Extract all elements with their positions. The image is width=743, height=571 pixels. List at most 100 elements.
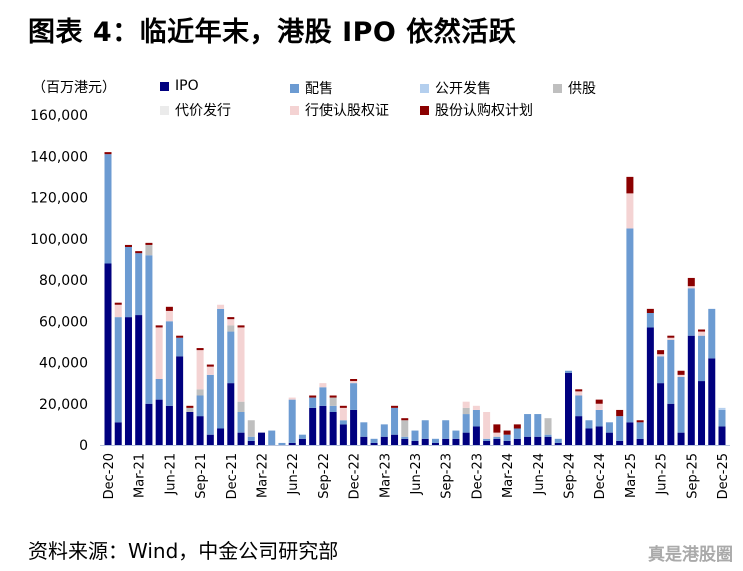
bar-segment <box>288 397 296 400</box>
y-tick-label: 120,000 <box>30 191 88 207</box>
bar-segment <box>575 395 583 417</box>
bar-segment <box>339 420 347 425</box>
x-tick-label: Mar-22 <box>256 453 271 498</box>
bar-segment <box>237 401 245 412</box>
bar-segment <box>155 399 163 445</box>
bar-segment <box>718 426 726 445</box>
x-tick-label: Jun-24 <box>532 453 547 496</box>
bar-segment <box>667 335 675 338</box>
bar-segment <box>677 374 685 377</box>
bar-segment <box>339 424 347 445</box>
bar-segment <box>677 432 685 445</box>
bar-segment <box>350 383 358 410</box>
legend-label: 供股 <box>568 81 596 97</box>
bar-segment <box>319 383 327 388</box>
bar-segment <box>534 414 542 437</box>
bar-segment <box>452 438 460 445</box>
bar-segment <box>104 152 112 155</box>
bar-segment <box>155 327 163 379</box>
bar-segment <box>124 317 132 445</box>
x-tick-label: Dec-20 <box>102 453 117 499</box>
bar-segment <box>196 389 204 396</box>
bar-segment <box>667 339 675 404</box>
bar-segment <box>247 420 255 437</box>
x-tick-label: Sep-21 <box>194 453 209 499</box>
bar-segment <box>595 399 603 404</box>
bar-segment <box>329 395 337 398</box>
bar-segment <box>298 438 306 445</box>
bar-segment <box>401 418 409 421</box>
bar-segment <box>288 399 296 443</box>
bar-segment <box>268 430 276 445</box>
corner-watermark: 真是港股圈 <box>648 545 733 565</box>
bar-segment <box>667 403 675 445</box>
legend-label: 配售 <box>305 81 333 97</box>
bar-segment <box>350 379 358 382</box>
bar-segment <box>493 424 501 433</box>
bar-segment <box>104 263 112 445</box>
bar-segment <box>196 350 204 390</box>
bar-segment <box>646 327 654 445</box>
bar-segment <box>646 308 654 313</box>
bar-segment <box>513 428 521 439</box>
bar-segment <box>626 228 634 423</box>
bar-segment <box>237 327 245 402</box>
bar-segment <box>554 442 562 445</box>
bar-segment <box>401 438 409 445</box>
bar-segment <box>636 422 644 439</box>
bar-segment <box>626 193 634 229</box>
bar-segment <box>585 420 593 429</box>
bar-segment <box>145 244 153 256</box>
bar-segment <box>339 405 347 408</box>
bar-segment <box>657 350 665 355</box>
legend-label: 股份认购权计划 <box>435 103 533 119</box>
bar-segment <box>698 335 706 382</box>
bar-segment <box>493 438 501 445</box>
bar-segment <box>452 430 460 439</box>
legend-swatch <box>420 105 429 115</box>
bar-segment <box>401 420 409 437</box>
bar-segment <box>493 432 501 437</box>
bar-segment <box>196 395 204 417</box>
x-tick-label: Jun-21 <box>163 453 178 496</box>
bar-segment <box>687 277 695 287</box>
bar-segment <box>135 315 143 445</box>
y-tick-label: 40,000 <box>39 356 88 372</box>
bar-segment <box>298 434 306 439</box>
x-tick-label: Sep-24 <box>563 453 578 499</box>
bar-segment <box>636 420 644 423</box>
bar-segment <box>370 442 378 445</box>
bar-segment <box>442 438 450 445</box>
x-tick-label: Dec-23 <box>470 453 485 499</box>
bar-segment <box>718 409 726 427</box>
bar-segment <box>237 325 245 328</box>
x-tick-label: Jun-25 <box>655 453 670 496</box>
bar-segment <box>391 407 399 435</box>
bar-segment <box>176 337 184 357</box>
bar-segment <box>350 381 358 384</box>
legend-item: 配售 <box>290 78 333 98</box>
bar-segment <box>165 306 173 311</box>
x-tick-label: Jun-22 <box>286 453 301 496</box>
bar-segment <box>360 436 368 445</box>
bar-segment <box>472 426 480 445</box>
bar-segment <box>483 440 491 445</box>
bar-segment <box>278 442 286 445</box>
legend-item: IPO <box>160 78 199 94</box>
bar-segment <box>636 438 644 445</box>
bar-segment <box>145 255 153 404</box>
bar-segment <box>288 442 296 445</box>
legend-label: IPO <box>175 78 199 94</box>
bar-segment <box>391 405 399 408</box>
bar-segment <box>687 335 695 445</box>
bar-segment <box>677 376 685 433</box>
x-tick-label: Mar-23 <box>378 453 393 498</box>
bar-segment <box>534 436 542 445</box>
bar-segment <box>206 364 214 367</box>
bar-segment <box>462 414 470 433</box>
bar-segment <box>217 308 225 429</box>
bar-segment <box>360 422 368 437</box>
bar-segment <box>442 420 450 439</box>
bar-segment <box>114 302 122 305</box>
